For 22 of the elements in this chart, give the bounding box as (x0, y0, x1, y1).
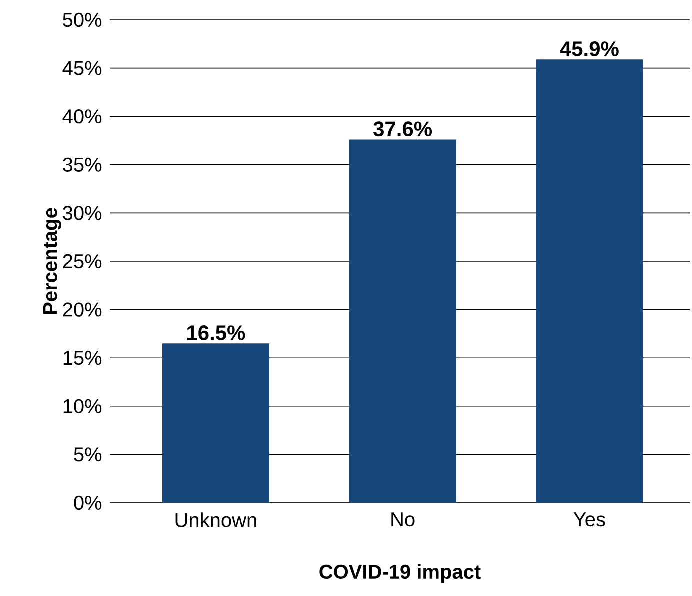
y-axis-title: Percentage (43, 208, 62, 314)
y-tick-label: 30% (63, 206, 102, 220)
data-label: 37.6% (374, 122, 432, 137)
y-tick-label: 40% (62, 110, 102, 124)
y-tick-label: 45% (62, 61, 102, 76)
x-tick-label: No (392, 512, 415, 527)
y-tick-label: 15% (64, 351, 102, 366)
y-tick-label: 35% (63, 158, 102, 172)
x-tick-label: Unknown (176, 512, 256, 528)
bar (162, 344, 270, 503)
data-label: 45.9% (560, 42, 619, 56)
x-tick-label: Yes (574, 512, 606, 527)
y-tick-label: 10% (64, 399, 102, 414)
bar (536, 60, 644, 503)
y-tick-label: 50% (63, 12, 102, 28)
x-axis-title: COVID-19 impact (320, 564, 481, 584)
y-tick-label: 0% (74, 496, 102, 510)
y-tick-label: 5% (74, 448, 102, 462)
bar (349, 140, 456, 503)
y-tick-label: 20% (63, 302, 102, 317)
data-label: 16.5% (187, 326, 246, 340)
y-tick-label: 25% (63, 254, 102, 269)
